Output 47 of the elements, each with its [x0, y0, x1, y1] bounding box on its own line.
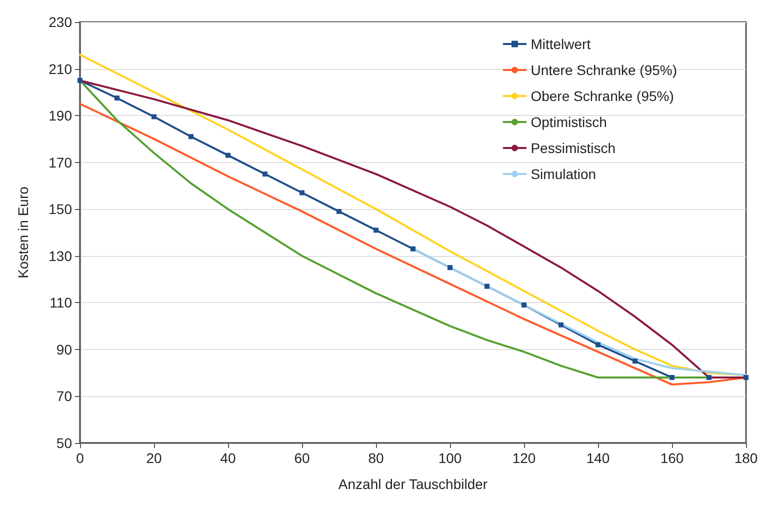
x-tick-label: 140: [586, 450, 610, 466]
x-tick-label: 180: [734, 450, 758, 466]
point: [558, 322, 564, 328]
point: [374, 228, 378, 233]
point: [152, 114, 156, 120]
legend-label: Optimistisch: [530, 114, 607, 130]
point: [226, 152, 230, 158]
point: [448, 265, 452, 270]
point: [632, 358, 638, 364]
point: [114, 96, 120, 101]
x-tick-label: 60: [294, 450, 310, 466]
point: [78, 78, 82, 83]
y-tick-label: 110: [50, 294, 72, 311]
x-tick-label: 100: [438, 450, 462, 466]
point: [744, 375, 748, 380]
legend-label: Mittelwert: [530, 36, 591, 52]
y-tick-label: 70: [56, 388, 72, 404]
point: [706, 375, 712, 380]
y-tick-label: 50: [56, 435, 72, 451]
x-tick-label: 160: [660, 450, 684, 466]
point: [188, 134, 194, 140]
legend-label: Simulation: [530, 166, 596, 182]
x-tick-label: 0: [76, 450, 84, 466]
point: [262, 172, 268, 177]
x-tick-label: 80: [368, 450, 384, 466]
point: [596, 342, 600, 348]
legend-label: Untere Schranke (95%): [530, 62, 678, 78]
x-axis-title: Anzahl der Tauschbilder: [338, 476, 488, 492]
legend-label: Obere Schranke (95%): [530, 88, 674, 104]
point: [410, 246, 416, 252]
legend-label: Pessimistisch: [530, 140, 616, 156]
x-tick-label: 20: [146, 450, 162, 466]
point: [484, 284, 490, 289]
y-axis-title: Kosten in Euro: [15, 186, 31, 278]
y-tick-label: 170: [48, 154, 72, 170]
point: [300, 190, 304, 196]
y-tick-label: 150: [48, 201, 72, 218]
y-tick-label: 90: [56, 341, 72, 358]
y-tick-label: 230: [48, 14, 72, 30]
y-tick-label: 210: [48, 60, 72, 77]
point: [670, 375, 674, 380]
y-tick-label: 190: [48, 108, 72, 124]
x-tick-label: 120: [512, 450, 536, 466]
y-tick-label: 130: [48, 248, 72, 264]
x-tick-label: 40: [220, 450, 236, 466]
point: [522, 302, 526, 308]
point: [336, 208, 342, 214]
